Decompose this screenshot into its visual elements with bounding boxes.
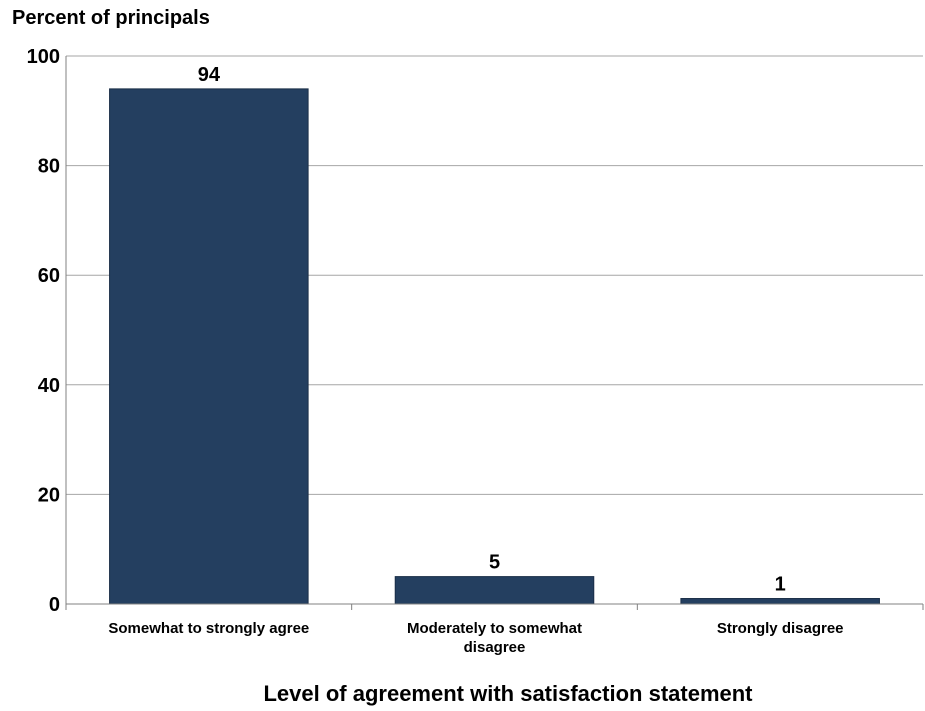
x-tick-label: Moderately to somewhat disagree (407, 620, 582, 656)
x-axis-label: Level of agreement with satisfaction sta… (263, 681, 753, 706)
data-label: 94 (198, 64, 221, 86)
x-tick-label: Somewhat to strongly agree (108, 620, 309, 637)
y-tick-labels: 0 20 40 60 80 100 (27, 46, 60, 616)
y-tick-label: 80 (38, 156, 60, 178)
y-tick-label: 60 (38, 265, 60, 287)
bar (394, 576, 595, 605)
bar (680, 598, 880, 605)
x-tick-label: Strongly disagree (717, 620, 844, 637)
x-tick-labels: Somewhat to strongly agree Moderately to … (108, 620, 843, 656)
data-labels: 94 5 1 (198, 64, 786, 596)
bars (109, 88, 880, 605)
x-axis (65, 56, 924, 610)
data-label: 1 (775, 574, 786, 596)
y-tick-label: 20 (38, 484, 60, 506)
data-label: 5 (489, 552, 500, 574)
y-tick-label: 40 (38, 375, 60, 397)
y-tick-label: 0 (49, 594, 60, 616)
y-axis-label: Percent of principals (12, 7, 210, 29)
y-tick-label: 100 (27, 46, 60, 68)
bar (109, 88, 309, 605)
